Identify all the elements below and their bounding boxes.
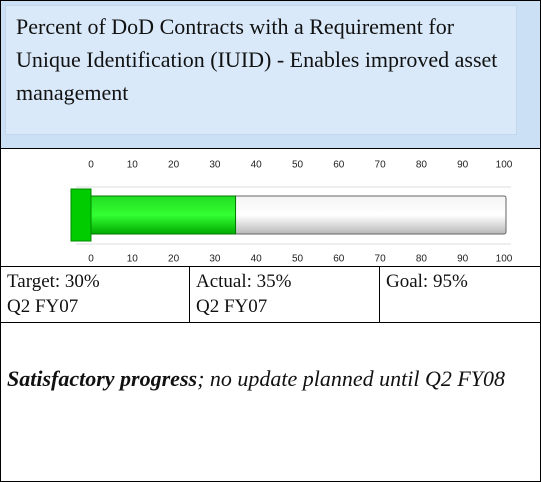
- title-box: Percent of DoD Contracts with a Requirem…: [5, 5, 517, 135]
- x-tick-label: 80: [416, 254, 428, 265]
- status-cell: Actual: 35% Q2 FY07: [189, 267, 379, 322]
- note: Satisfactory progress; no update planned…: [7, 363, 532, 395]
- x-tick-label: 90: [457, 160, 469, 171]
- x-tick-label: 50: [292, 160, 304, 171]
- cell-line: Q2 FY07: [196, 296, 268, 317]
- x-tick-label: 10: [127, 160, 139, 171]
- x-tick-label: 20: [168, 160, 180, 171]
- chart: 0 0 10 10 20 20 30 30 40 40 50 50 60 60 70 70 80 80 90 90 10…: [70, 160, 513, 265]
- gauge-cap: [70, 188, 92, 242]
- note-text: ; no update planned until Q2 FY08: [197, 366, 506, 391]
- cell-line: Q2 FY07: [7, 296, 79, 317]
- cell-line: Target: 30%: [7, 271, 100, 292]
- x-tick-label: 20: [168, 254, 180, 265]
- x-tick-label: 100: [496, 160, 513, 171]
- x-tick-label: 70: [375, 160, 387, 171]
- status-row: Target: 30% Q2 FY07 Actual: 35% Q2 FY07 Goal…: [1, 266, 540, 323]
- note-emphasis: Satisfactory progress: [7, 366, 198, 391]
- x-tick-label: 0: [88, 160, 94, 171]
- x-tick-label: 30: [209, 254, 221, 265]
- x-tick-label: 50: [292, 254, 304, 265]
- cell-line: Goal: 95%: [386, 271, 468, 292]
- x-tick-label: 30: [209, 160, 221, 171]
- x-tick-label: 10: [127, 254, 139, 265]
- x-tick-label: 100: [496, 254, 513, 265]
- x-tick-label: 60: [333, 160, 345, 171]
- bar: [75, 195, 237, 235]
- header: Percent of DoD Contracts with a Requirem…: [1, 1, 540, 149]
- title: Percent of DoD Contracts with a Requirem…: [16, 14, 498, 105]
- cell-line: Actual: 35%: [196, 271, 292, 292]
- x-tick-label: 40: [251, 254, 263, 265]
- x-tick-label: 70: [375, 254, 387, 265]
- x-tick-label: 90: [457, 254, 469, 265]
- x-tick-label: 40: [251, 160, 263, 171]
- status-cell: Target: 30% Q2 FY07: [1, 267, 189, 322]
- x-tick-label: 80: [416, 160, 428, 171]
- x-tick-label: 0: [88, 254, 94, 265]
- status-cell: Goal: 95%: [379, 267, 540, 322]
- x-tick-label: 60: [333, 254, 345, 265]
